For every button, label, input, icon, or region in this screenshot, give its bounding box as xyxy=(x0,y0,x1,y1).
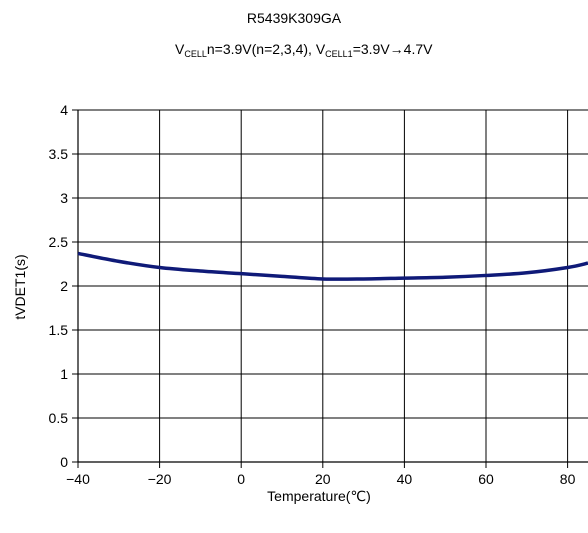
x-tick-label: −20 xyxy=(148,471,172,487)
subtitle-end: =3.9V→4.7V xyxy=(353,41,433,57)
x-axis-ticks: −40 −20 0 20 40 60 80 xyxy=(66,462,576,487)
chart-title: R5439K309GA xyxy=(247,10,342,26)
y-tick-label: 4 xyxy=(60,102,68,118)
subtitle-mid: n=3.9V(n=2,3,4), V xyxy=(207,41,326,57)
y-tick-label: 1 xyxy=(60,366,68,382)
subtitle-v1: V xyxy=(175,41,185,57)
y-tick-label: 1.5 xyxy=(49,322,69,338)
x-tick-label: −40 xyxy=(66,471,90,487)
y-tick-label: 2 xyxy=(60,278,68,294)
y-tick-label: 3.5 xyxy=(49,146,69,162)
subtitle-sub2: CELL1 xyxy=(325,49,353,59)
x-tick-label: 0 xyxy=(237,471,245,487)
y-axis-ticks: 0 0.5 1 1.5 2 2.5 3 3.5 4 xyxy=(49,102,78,470)
x-axis-label: Temperature(℃) xyxy=(267,488,371,504)
plot-area xyxy=(77,251,588,281)
x-tick-label: 60 xyxy=(478,471,494,487)
y-axis-label: tVDET1(s) xyxy=(12,254,28,319)
x-tick-label: 20 xyxy=(315,471,331,487)
y-tick-label: 0.5 xyxy=(49,410,69,426)
grid xyxy=(77,109,588,463)
y-tick-label: 3 xyxy=(60,190,68,206)
chart-subtitle: VCELLn=3.9V(n=2,3,4), VCELL1=3.9V→4.7V xyxy=(175,41,433,59)
x-tick-label: 40 xyxy=(397,471,413,487)
series-line-0 xyxy=(77,251,588,281)
subtitle-sub1: CELL xyxy=(184,49,207,59)
x-tick-label: 80 xyxy=(560,471,576,487)
y-tick-label: 2.5 xyxy=(49,234,69,250)
y-tick-label: 0 xyxy=(60,454,68,470)
